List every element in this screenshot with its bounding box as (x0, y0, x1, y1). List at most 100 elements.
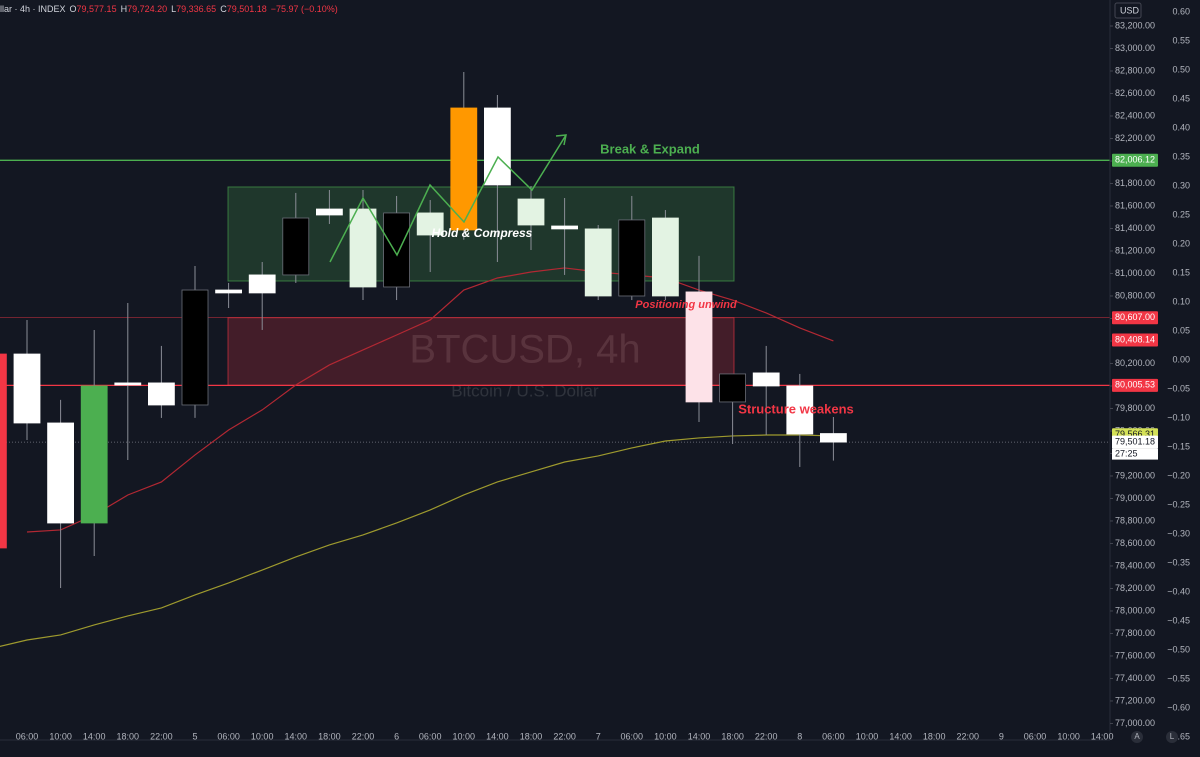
header-text: H (121, 4, 128, 14)
countdown: 27:25 (1115, 448, 1138, 458)
y2-tick-label: 0.05 (1172, 326, 1190, 336)
candle-body (0, 353, 7, 549)
header-text: 79,724.20 (127, 4, 167, 14)
path-drawing (329, 134, 567, 263)
y-tick-label: 78,400.00 (1115, 560, 1155, 570)
header-text: 79,501.18 (227, 4, 267, 14)
button[interactable] (1131, 731, 1143, 743)
x-tick-label: 18:00 (520, 731, 543, 741)
y2-tick-label: −0.20 (1167, 471, 1190, 481)
y-tick-label: 81,200.00 (1115, 245, 1155, 255)
candle-body (752, 372, 780, 387)
header-text: llar · 4h · INDEX (0, 4, 66, 14)
y-tick-label: 81,800.00 (1115, 178, 1155, 188)
x-tick-label: 06:00 (1024, 731, 1047, 741)
y2-tick-label: −0.55 (1167, 673, 1190, 683)
header-text: 79,577.15 (77, 4, 117, 14)
y-tick-label: 78,800.00 (1115, 515, 1155, 525)
y2-tick-label: 0.60 (1172, 7, 1190, 17)
button-label[interactable]: A (1134, 732, 1140, 741)
y2-tick-label: 0.40 (1172, 123, 1190, 133)
currency-box[interactable] (1114, 2, 1142, 19)
y2-tick-label: 0.25 (1172, 210, 1190, 220)
ma-line (0, 434, 834, 648)
x-tick-label: 06:00 (621, 731, 644, 741)
x-tick-label: 18:00 (318, 731, 341, 741)
currency[interactable]: USD (1120, 5, 1140, 15)
candle-body (652, 217, 679, 297)
y-tick-label: 78,000.00 (1115, 605, 1155, 615)
y2-tick-label: −0.30 (1167, 528, 1190, 538)
candle-body (215, 289, 243, 294)
x-tick-label: 10:00 (654, 731, 677, 741)
annotation: Hold & Compress (432, 226, 533, 240)
y2-tick-label: 0.45 (1172, 94, 1190, 104)
candle-body (282, 217, 310, 276)
y2-tick-label: −0.05 (1167, 384, 1190, 394)
x-tick-label: 22:00 (755, 731, 778, 741)
candle-body (551, 225, 578, 230)
header-text: 79,336.65 (176, 4, 216, 14)
x-tick-label: 7 (596, 731, 601, 741)
y-tick-label: 79,800.00 (1115, 403, 1155, 413)
candle-body (416, 212, 444, 236)
annotation: Structure weakens (738, 401, 854, 416)
candle-body (483, 107, 511, 186)
y-tick-label: 77,600.00 (1115, 650, 1155, 660)
zones: BTCUSD, 4h Bitcoin / U.S. Dollar (0, 159, 1110, 443)
x-tick-label: 06:00 (419, 731, 442, 741)
y-tick-label: 77,800.00 (1115, 628, 1155, 638)
price-label-box (1112, 435, 1158, 449)
y-tick-label: 80,800.00 (1115, 290, 1155, 300)
y2-tick-label: 0.55 (1172, 36, 1190, 46)
header-text: L (171, 4, 176, 14)
x-tick-label: 10:00 (251, 731, 274, 741)
price-label-box (1112, 311, 1158, 325)
candle-body (786, 385, 814, 435)
annotation: Break & Expand (600, 141, 700, 156)
y-tick-label: 78,200.00 (1115, 583, 1155, 593)
button-label[interactable]: L (1170, 732, 1175, 741)
y2-tick-label: 0.00 (1172, 355, 1190, 365)
x-tick-label: 18:00 (923, 731, 946, 741)
header-text: C (220, 4, 227, 14)
countdown-box (1112, 448, 1158, 460)
watermark-title: BTCUSD, 4h (409, 328, 640, 372)
x-tick-label: 14:00 (83, 731, 106, 741)
y-tick-label: 79,200.00 (1115, 470, 1155, 480)
y-tick-label: 77,000.00 (1115, 718, 1155, 728)
x-tick-label: 14:00 (688, 731, 711, 741)
x-tick-label: 14:00 (285, 731, 308, 741)
button[interactable] (1166, 731, 1178, 743)
y-tick-label: 83,200.00 (1115, 20, 1155, 30)
x-tick-label: 22:00 (352, 731, 375, 741)
marks: Break & Expand Hold & Compress Positioning… (0, 71, 854, 648)
y-tick-label: 82,800.00 (1115, 65, 1155, 75)
y2-tick-label: −0.60 (1167, 702, 1190, 712)
y2-tick-label: −0.35 (1167, 557, 1190, 567)
y2-tick-label: −0.65 (1167, 731, 1190, 741)
candle-body (618, 219, 646, 297)
x-tick-label: 6 (394, 731, 399, 741)
y-tick-label: 77,200.00 (1115, 695, 1155, 705)
x-tick-label: 18:00 (721, 731, 744, 741)
x-tick-label: 9 (999, 731, 1004, 741)
y2-tick-label: −0.40 (1167, 586, 1190, 596)
y2-tick-label: 0.50 (1172, 65, 1190, 75)
y2-tick-label: −0.45 (1167, 615, 1190, 625)
watermark-subtitle: Bitcoin / U.S. Dollar (451, 381, 599, 400)
x-tick-label: 06:00 (217, 731, 240, 741)
y2-tick-label: −0.15 (1167, 442, 1190, 452)
y2-tick-label: −0.50 (1167, 644, 1190, 654)
x-tick-label: 14:00 (1091, 731, 1114, 741)
price-label-box (1112, 378, 1158, 392)
y-tick-label: 80,200.00 (1115, 358, 1155, 368)
x-tick-label: 10:00 (49, 731, 72, 741)
y2-tick-label: 0.15 (1172, 268, 1190, 278)
price-label: 79,501.18 (1115, 436, 1155, 446)
candle-body (47, 422, 74, 524)
candle-body (517, 198, 545, 226)
price-axis (1110, 0, 1200, 757)
